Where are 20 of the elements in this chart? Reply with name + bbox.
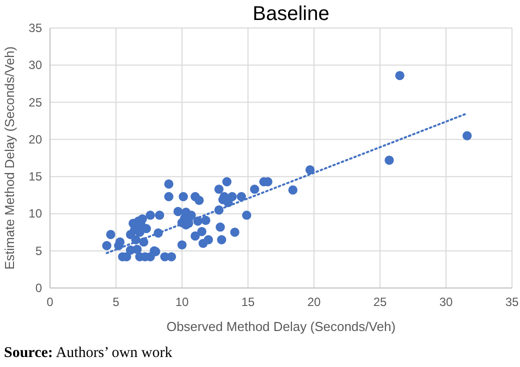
y-axis-title: Estimate Method Delay (Seconds/Veh) <box>2 46 17 270</box>
x-tick-label: 35 <box>505 295 519 309</box>
x-axis-title: Observed Method Delay (Seconds/Veh) <box>166 319 396 334</box>
chart-title: Baseline <box>252 3 330 25</box>
x-tick-label: 30 <box>439 295 453 309</box>
y-tick-label: 20 <box>28 132 42 146</box>
x-tick-label: 20 <box>307 295 321 309</box>
y-tick-label: 25 <box>28 95 42 110</box>
x-tick-label: 10 <box>175 295 189 309</box>
x-tick-label: 5 <box>112 295 120 309</box>
x-tick-label: 0 <box>46 295 54 309</box>
y-tick-label: 5 <box>35 244 42 258</box>
y-tick-label: 0 <box>35 281 42 295</box>
y-tick-label: 35 <box>28 21 42 35</box>
x-tick-label: 25 <box>373 295 387 309</box>
y-tick-label: 15 <box>28 170 42 184</box>
y-tick-label: 10 <box>28 206 42 221</box>
source-note: Source: Authors’ own work <box>4 345 173 361</box>
x-tick-label: 15 <box>241 295 255 309</box>
y-tick-label: 30 <box>28 58 42 72</box>
